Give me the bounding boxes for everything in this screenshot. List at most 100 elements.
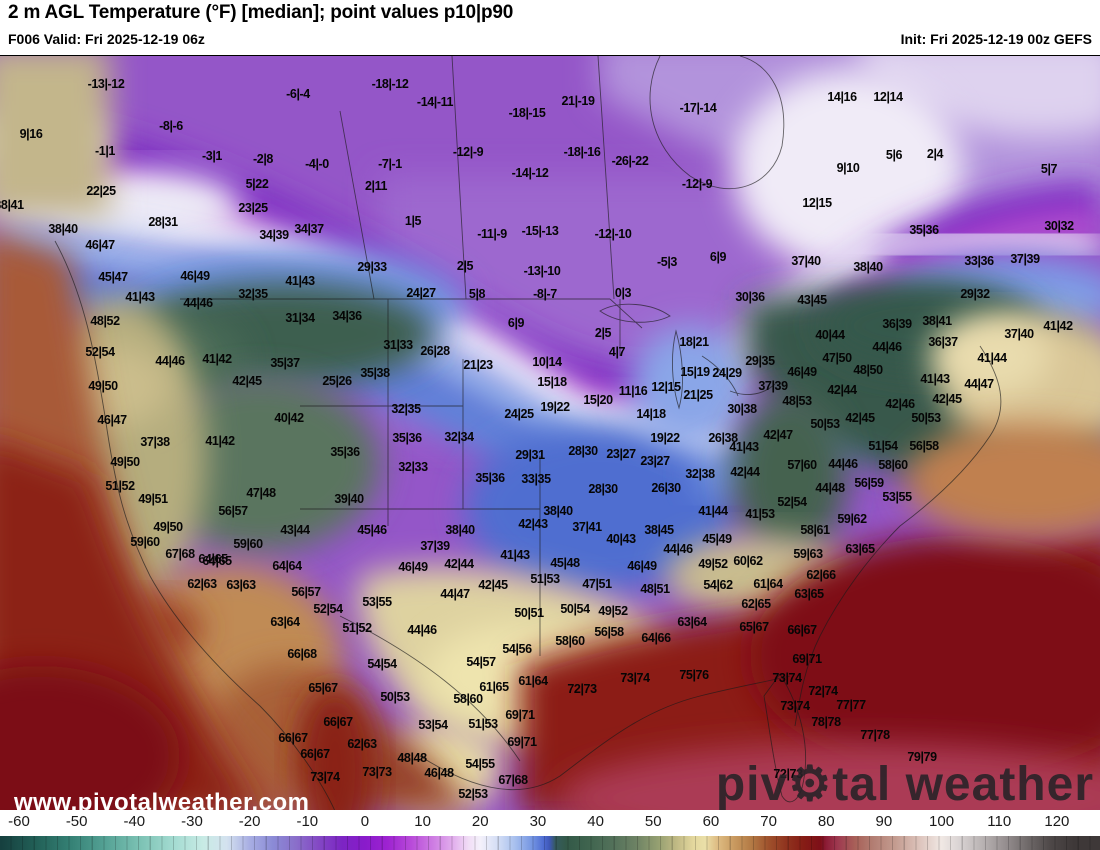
point-value: 64|64 — [272, 558, 302, 573]
point-value: 67|68 — [165, 546, 195, 561]
point-value: 41|42 — [205, 433, 235, 448]
point-value: 61|65 — [479, 679, 509, 694]
point-value: 41|43 — [729, 439, 759, 454]
point-value: -14|-12 — [511, 165, 549, 180]
colorbar-tick-label: -30 — [181, 813, 203, 830]
point-value: 14|16 — [827, 89, 857, 104]
point-value: 49|52 — [598, 603, 628, 618]
point-value: 54|55 — [465, 756, 495, 771]
point-value: 63|63 — [226, 577, 256, 592]
point-value: 52|54 — [313, 601, 343, 616]
point-value: 29|32 — [960, 286, 990, 301]
point-value: 49|50 — [88, 378, 118, 393]
point-value: 54|54 — [367, 656, 397, 671]
point-value: 39|40 — [334, 491, 364, 506]
point-value: 2|4 — [926, 146, 944, 161]
point-value: 44|47 — [440, 586, 470, 601]
weather-map-canvas: -13|-12 -6|-4 9|16 -8|-6 -1|1 -3|1 -2|8 -4|-0 22… — [0, 55, 1100, 811]
point-value: 2|5 — [456, 258, 474, 273]
point-value: 46|49 — [180, 268, 210, 283]
point-value: 58|60 — [555, 633, 585, 648]
colorbar-tick-label: -10 — [296, 813, 319, 830]
point-value: 53|55 — [882, 489, 912, 504]
point-value: 72|73 — [567, 681, 597, 696]
point-value: 37|39 — [1010, 251, 1040, 266]
colorbar-tick-label: 70 — [760, 813, 777, 830]
point-value: 2|11 — [364, 178, 388, 193]
point-value: -15|-13 — [521, 223, 559, 238]
point-value: 32|35 — [238, 286, 268, 301]
point-value: 35|36 — [475, 470, 505, 485]
point-value: 59|63 — [793, 546, 823, 561]
point-value: 38|40 — [853, 259, 883, 274]
point-value: 52|53 — [458, 786, 488, 801]
point-value: 64|65 — [202, 553, 232, 568]
point-value: 62|63 — [187, 576, 217, 591]
point-value: 56|58 — [594, 624, 624, 639]
point-value: -3|1 — [202, 148, 222, 163]
point-value: 35|36 — [392, 430, 422, 445]
point-value: 46|47 — [85, 237, 115, 252]
point-value: 63|64 — [677, 614, 707, 629]
point-value: 77|77 — [836, 697, 866, 712]
colorbar-tick-label: 30 — [529, 813, 547, 830]
point-value: 32|34 — [444, 429, 474, 444]
point-value: 63|65 — [794, 586, 824, 601]
point-value: 42|45 — [232, 373, 262, 388]
point-value: 44|46 — [407, 622, 437, 637]
colorbar-tick-label: 10 — [414, 813, 431, 830]
point-value: -12|-10 — [594, 226, 632, 241]
point-value: 37|38 — [140, 434, 170, 449]
point-value: -4|-0 — [305, 156, 329, 171]
point-value: 2|5 — [594, 325, 612, 340]
point-value: -14|-11 — [416, 94, 454, 109]
point-value: -6|-4 — [286, 86, 310, 101]
colorbar-tick-label: 120 — [1044, 813, 1070, 830]
point-value: 5|8 — [468, 286, 486, 301]
point-value: -5|3 — [657, 254, 677, 269]
point-value: 15|19 — [680, 364, 710, 379]
point-value: -18|-12 — [371, 76, 409, 91]
point-value: -8|-6 — [159, 118, 183, 133]
colorbar-ramp — [0, 836, 1100, 850]
point-value: 23|25 — [238, 200, 268, 215]
init-time-label: Init: Fri 2025-12-19 00z GEFS — [900, 31, 1092, 47]
point-value: 4|7 — [608, 344, 626, 359]
point-value: 40|44 — [815, 327, 845, 342]
point-value: 10|14 — [532, 354, 562, 369]
point-value: 9|10 — [836, 160, 860, 175]
point-value: 35|36 — [909, 222, 939, 237]
point-value: 49|52 — [698, 556, 728, 571]
point-value: 37|39 — [758, 378, 788, 393]
point-value: 67|68 — [498, 772, 528, 787]
colorbar-tick-label: 80 — [817, 813, 835, 830]
point-value: 24|27 — [406, 285, 436, 300]
point-value: 56|57 — [218, 503, 248, 518]
point-value: -2|8 — [253, 151, 273, 166]
point-value: 26|30 — [651, 480, 681, 495]
point-value: 58|60 — [453, 691, 483, 706]
point-value: 36|37 — [928, 334, 958, 349]
point-value: 73|73 — [362, 764, 392, 779]
point-value: 60|62 — [733, 553, 763, 568]
point-value: 31|33 — [383, 337, 413, 352]
point-value: 19|22 — [540, 399, 570, 414]
point-value: 35|38 — [360, 365, 390, 380]
point-value: 9|16 — [19, 126, 43, 141]
point-value: 23|27 — [640, 453, 670, 468]
point-value: 62|63 — [347, 736, 377, 751]
point-value: 37|40 — [791, 253, 821, 268]
point-value: 44|46 — [183, 295, 213, 310]
point-value: 42|45 — [478, 577, 508, 592]
point-value: 38|40 — [48, 221, 78, 236]
point-value: 63|65 — [845, 541, 875, 556]
colorbar-tick-label: 90 — [875, 813, 893, 830]
point-value: 58|61 — [800, 522, 830, 537]
colorbar-tick-label: 0 — [360, 813, 370, 830]
point-value: 30|32 — [1044, 218, 1074, 233]
point-value: 46|49 — [787, 364, 817, 379]
point-value: 77|78 — [860, 727, 890, 742]
colorbar-tick-label: -40 — [123, 813, 146, 830]
page-title: 2 m AGL Temperature (°F) [median]; point… — [8, 2, 514, 23]
point-value: 51|52 — [105, 478, 135, 493]
